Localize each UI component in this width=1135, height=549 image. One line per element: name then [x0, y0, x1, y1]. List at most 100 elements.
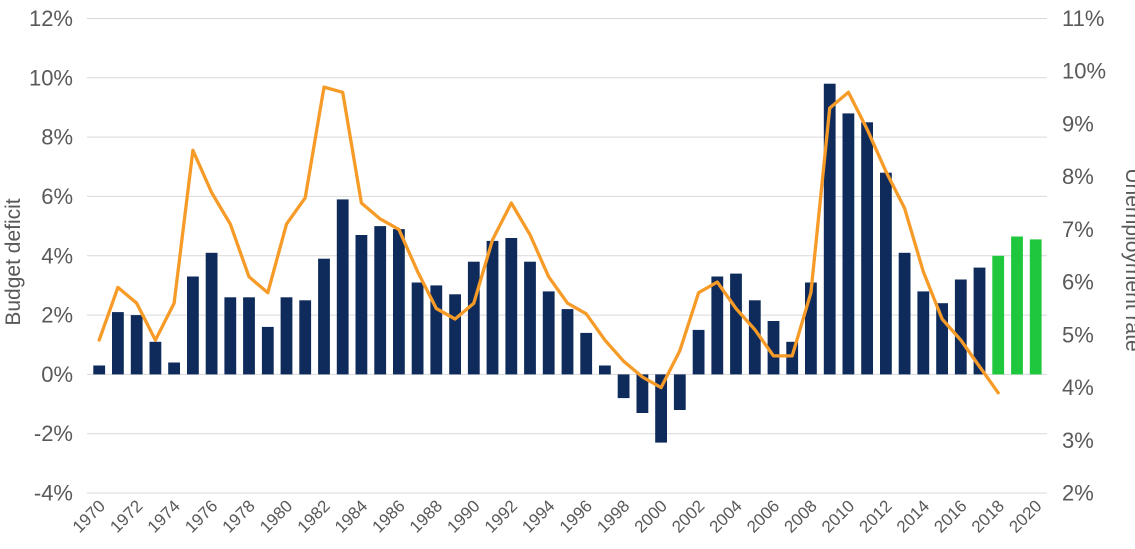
left-axis-tick-labels: 12% 10% 8% 6% 4% 2% 0% -2% -4%: [29, 6, 73, 506]
bar-2007: [786, 341, 799, 375]
bar-1989: [449, 294, 461, 375]
bar-2010: [842, 113, 855, 375]
bar-1992: [505, 238, 518, 375]
bar-2000: [655, 374, 667, 443]
x-tick-1994: 1994: [518, 496, 558, 536]
x-tick-2018: 2018: [968, 496, 1008, 536]
bar-1982: [318, 258, 330, 375]
x-tick-2000: 2000: [631, 496, 671, 536]
bar-1993: [524, 261, 536, 375]
x-tick-2016: 2016: [930, 496, 970, 536]
x-tick-1976: 1976: [181, 496, 221, 536]
bar-1970: [93, 365, 106, 375]
x-tick-1970: 1970: [69, 496, 109, 536]
right-tick-3: 3%: [1062, 428, 1094, 453]
left-tick--4: -4%: [34, 481, 73, 506]
deficit-bars: [93, 83, 1042, 443]
x-tick-2006: 2006: [743, 496, 783, 536]
right-tick-10: 10%: [1062, 59, 1106, 84]
bar-1988: [430, 285, 443, 375]
left-tick-6: 6%: [41, 184, 73, 209]
bar-2019: [1011, 236, 1023, 375]
left-tick-10: 10%: [29, 65, 73, 90]
left-tick-2: 2%: [41, 303, 73, 328]
x-axis-tick-labels: 1970197219741976197819801982198419861988…: [69, 496, 1046, 536]
bar-2001: [673, 374, 686, 410]
x-tick-2020: 2020: [1005, 496, 1045, 536]
bar-1973: [149, 341, 162, 375]
x-tick-1996: 1996: [556, 496, 596, 536]
bar-2011: [861, 122, 873, 375]
x-tick-2014: 2014: [893, 496, 933, 536]
bar-2017: [973, 267, 986, 375]
bar-1990: [467, 261, 480, 375]
bar-2016: [954, 279, 967, 375]
left-tick-0: 0%: [41, 362, 73, 387]
bar-2006: [767, 321, 780, 375]
left-tick-4: 4%: [41, 243, 73, 268]
x-tick-2008: 2008: [781, 496, 821, 536]
bar-1984: [355, 235, 368, 375]
bar-2008: [805, 282, 817, 375]
right-tick-11: 11%: [1062, 6, 1104, 31]
bar-2015: [936, 303, 948, 375]
bar-2009: [823, 83, 836, 375]
x-tick-1972: 1972: [106, 496, 146, 536]
bar-1983: [336, 199, 349, 375]
left-tick--2: -2%: [34, 421, 73, 446]
left-tick-8: 8%: [41, 125, 73, 150]
right-tick-9: 9%: [1062, 112, 1094, 137]
bar-1998: [617, 374, 630, 399]
bar-1977: [224, 297, 237, 375]
right-axis-tick-labels: 11% 10% 9% 8% 7% 6% 5% 4% 3% 2%: [1062, 6, 1106, 506]
bar-1997: [599, 365, 611, 375]
right-tick-8: 8%: [1062, 164, 1094, 189]
bar-1980: [280, 297, 293, 375]
bar-2020: [1029, 239, 1042, 375]
bar-1985: [374, 226, 387, 375]
bar-2002: [692, 329, 705, 375]
x-tick-1980: 1980: [256, 496, 296, 536]
x-tick-2010: 2010: [818, 496, 858, 536]
x-tick-1986: 1986: [369, 496, 409, 536]
left-axis-title: Budget deficit: [2, 198, 25, 325]
left-tick-12: 12%: [29, 6, 73, 31]
bar-2003: [711, 276, 724, 375]
right-tick-5: 5%: [1062, 322, 1094, 347]
bar-2013: [898, 252, 911, 375]
x-tick-1974: 1974: [144, 496, 184, 536]
bar-1994: [542, 291, 555, 375]
x-tick-2012: 2012: [856, 496, 896, 536]
x-tick-1998: 1998: [593, 496, 633, 536]
bar-1981: [299, 300, 312, 375]
bar-2018: [992, 255, 1005, 375]
unemployment-line: [97, 85, 1000, 395]
bar-1972: [130, 315, 143, 375]
bar-2014: [917, 291, 930, 375]
x-tick-1988: 1988: [406, 496, 446, 536]
x-tick-2004: 2004: [706, 496, 746, 536]
bar-1996: [580, 332, 593, 375]
x-tick-1984: 1984: [331, 496, 371, 536]
right-tick-2: 2%: [1062, 481, 1094, 506]
bar-2004: [730, 273, 742, 375]
bar-1991: [486, 240, 499, 375]
bar-1999: [636, 374, 649, 413]
bar-1974: [168, 362, 180, 375]
bar-1986: [393, 229, 405, 375]
bar-1975: [187, 276, 199, 375]
right-tick-4: 4%: [1062, 375, 1094, 400]
bar-1979: [261, 326, 274, 375]
bar-2012: [880, 172, 892, 375]
bar-1978: [243, 297, 255, 375]
right-tick-7: 7%: [1062, 217, 1094, 242]
right-tick-6: 6%: [1062, 270, 1094, 295]
bar-1976: [205, 252, 218, 375]
bar-1971: [112, 312, 124, 375]
x-tick-1992: 1992: [481, 496, 521, 536]
bar-1995: [561, 309, 574, 375]
bar-2005: [748, 300, 761, 375]
x-tick-1978: 1978: [219, 496, 259, 536]
